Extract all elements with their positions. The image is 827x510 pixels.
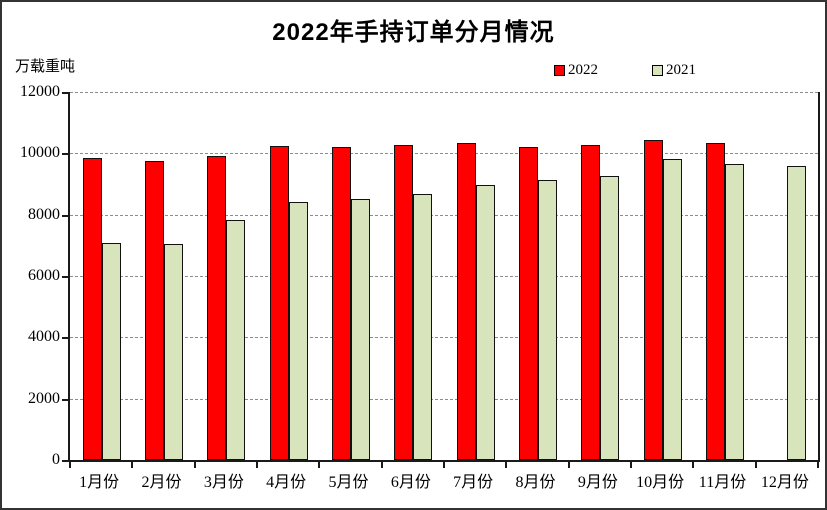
gridline-4000 <box>70 337 818 339</box>
bar-2021-4月份 <box>288 201 308 460</box>
x-tick-6 <box>443 462 445 468</box>
x-tick-label-7月份: 7月份 <box>453 474 494 491</box>
x-tick-7 <box>505 462 508 468</box>
x-tick-label-12月份: 12月份 <box>760 474 809 491</box>
x-tick-1 <box>131 462 134 468</box>
bar-2022-1月份 <box>82 158 102 460</box>
bar-2022-11月份 <box>706 142 726 460</box>
y-tick-2000 <box>62 398 68 401</box>
bar-2021-5月份 <box>351 199 371 460</box>
legend: 2022 2021 <box>2 62 825 80</box>
x-tick-label-8月份: 8月份 <box>515 474 556 491</box>
x-tick-2 <box>193 462 196 468</box>
y-tick-label-8000: 8000 <box>28 205 60 223</box>
y-tick-label-2000: 2000 <box>28 389 60 407</box>
bar-2021-11月份 <box>725 164 745 460</box>
legend-item-2021: 2021 <box>652 62 696 79</box>
y-axis-unit-label: 万载重吨 <box>15 59 76 75</box>
y-tick-label-0: 0 <box>52 451 60 468</box>
y-tick-10000 <box>62 153 68 156</box>
y-tick-label-4000: 4000 <box>28 328 60 346</box>
gridline-10000 <box>70 153 818 155</box>
x-tick-0 <box>69 462 71 468</box>
gridline-2000 <box>70 398 818 400</box>
bar-2022-2月份 <box>145 160 165 460</box>
x-tick-5 <box>380 462 383 468</box>
x-tick-8 <box>567 462 570 468</box>
bar-2022-10月份 <box>643 139 663 460</box>
x-tick-3 <box>256 462 258 468</box>
legend-swatch-2022-icon <box>554 65 565 76</box>
bar-2021-2月份 <box>164 244 184 460</box>
y-tick-0 <box>62 460 68 462</box>
x-tick-label-1月份: 1月份 <box>79 474 120 491</box>
x-tick-9 <box>630 462 632 468</box>
y-tick-8000 <box>62 214 68 217</box>
legend-label-2022: 2022 <box>568 62 598 78</box>
x-tick-4 <box>318 462 321 468</box>
bar-2022-3月份 <box>207 156 227 460</box>
y-tick-label-6000: 6000 <box>28 267 60 284</box>
legend-swatch-2021-icon <box>652 65 663 76</box>
x-tick-label-10月份: 10月份 <box>636 474 685 491</box>
bar-2021-8月份 <box>538 180 558 460</box>
y-tick-label-10000: 10000 <box>20 144 60 162</box>
plot-area <box>62 92 820 468</box>
x-tick-11 <box>754 462 757 468</box>
x-tick-label-5月份: 5月份 <box>328 474 369 491</box>
bar-2021-9月份 <box>600 176 620 460</box>
x-tick-label-6月份: 6月份 <box>390 474 431 491</box>
bar-2022-8月份 <box>519 147 539 460</box>
bar-2022-4月份 <box>269 146 289 460</box>
legend-item-2022: 2022 <box>554 62 598 79</box>
x-tick-10 <box>692 462 695 468</box>
bar-2021-10月份 <box>662 159 682 460</box>
bar-2021-12月份 <box>787 165 807 460</box>
x-tick-label-3月份: 3月份 <box>203 474 244 491</box>
x-tick-label-11月份: 11月份 <box>698 474 747 491</box>
x-tick-label-4月份: 4月份 <box>266 474 307 491</box>
y-tick-6000 <box>62 276 68 278</box>
x-tick-label-2月份: 2月份 <box>141 474 182 491</box>
chart-title: 2022年手持订单分月情况 <box>272 19 555 46</box>
bar-2021-1月份 <box>101 242 121 460</box>
bar-2022-5月份 <box>332 147 352 460</box>
legend-label-2021: 2021 <box>666 62 696 78</box>
gridline-12000 <box>70 92 818 93</box>
y-tick-label-12000: 12000 <box>20 83 60 100</box>
bar-2021-3月份 <box>226 219 246 460</box>
gridline-8000 <box>70 214 818 216</box>
bar-2022-9月份 <box>581 145 601 460</box>
bar-2022-7月份 <box>456 142 476 460</box>
gridline-6000 <box>70 276 818 277</box>
x-tick-12 <box>817 462 819 468</box>
bar-2021-7月份 <box>475 185 495 460</box>
y-tick-4000 <box>62 337 68 340</box>
bar-2021-6月份 <box>413 194 433 460</box>
y-axis-tick-labels: 0 2000 4000 6000 8000 10000 12000 <box>2 84 60 468</box>
bar-2022-6月份 <box>394 144 414 460</box>
y-tick-12000 <box>62 92 68 94</box>
x-axis-tick-labels: 1月份 2月份 3月份 4月份 5月份 6月份 7月份 8月份 9月份 10月份 11月份 12月份 <box>68 468 816 491</box>
x-tick-label-9月份: 9月份 <box>577 474 618 491</box>
